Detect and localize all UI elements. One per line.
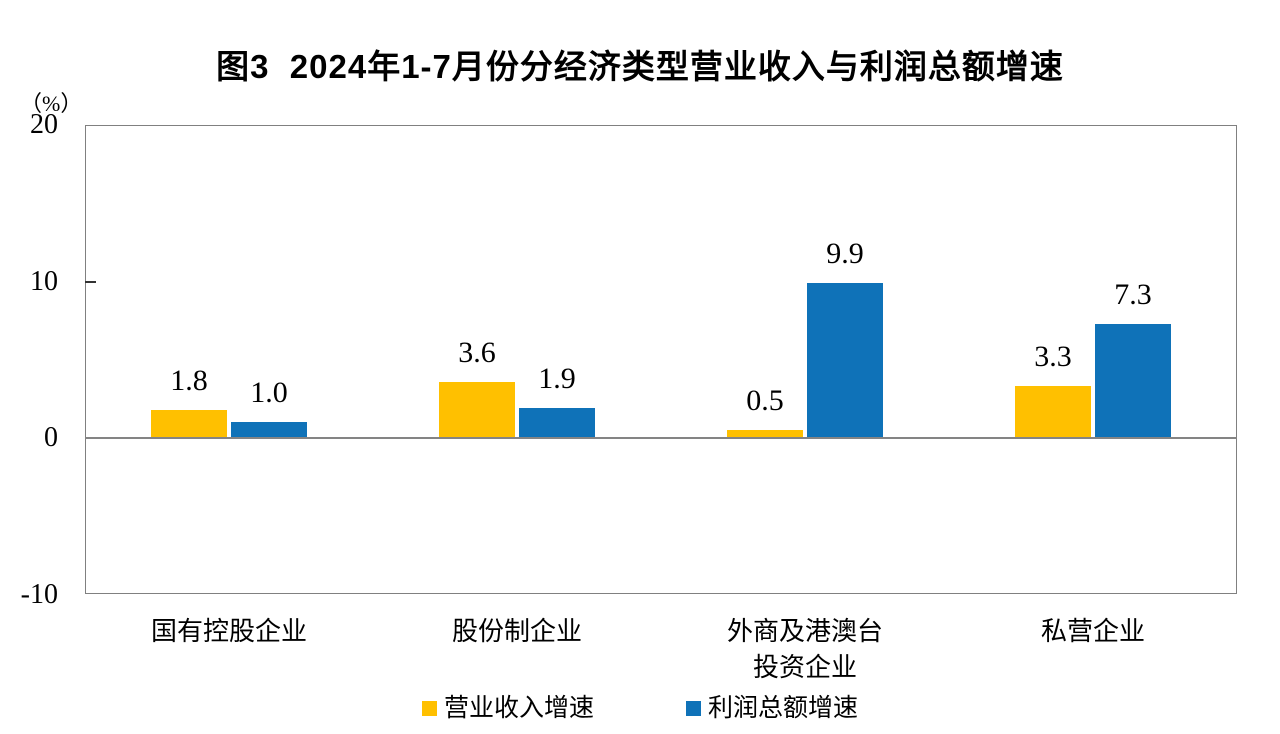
bar-value-label-revenue-growth: 3.3: [1034, 340, 1072, 374]
y-axis-unit-label: （%）: [20, 91, 83, 116]
bar-profit-growth: [231, 422, 307, 438]
x-category-label: 国有控股企业: [150, 617, 307, 646]
bar-profit-growth: [807, 283, 883, 438]
bar-value-label-profit-growth: 1.9: [538, 362, 576, 396]
bar-profit-growth: [519, 408, 595, 438]
plot-area: [85, 125, 1237, 594]
bar-value-label-profit-growth: 9.9: [826, 237, 864, 271]
y-tick-mark: [85, 280, 96, 283]
legend-swatch-revenue-growth: [421, 701, 437, 716]
legend-item-revenue-growth: 营业收入增速: [421, 695, 594, 722]
legend: 营业收入增速 利润总额增速: [0, 696, 1280, 721]
x-category-label: 股份制企业: [451, 617, 582, 646]
y-tick-label: 20: [30, 109, 58, 140]
bar-revenue-growth: [727, 430, 803, 438]
y-tick-label: 10: [30, 265, 58, 297]
chart-title: 图3 2024年1-7月份分经济类型营业收入与利润总额增速: [216, 48, 1064, 85]
bar-value-label-revenue-growth: 1.8: [170, 363, 208, 397]
y-tick-label: -10: [20, 578, 58, 610]
bar-revenue-growth: [439, 381, 515, 438]
y-tick-label: 0: [44, 422, 58, 453]
x-category-label: 私营企业: [1040, 617, 1145, 646]
legend-label-profit-growth: 利润总额增速: [708, 695, 859, 722]
bar-value-label-revenue-growth: 0.5: [746, 384, 784, 418]
bar-revenue-growth: [151, 409, 227, 438]
bar-revenue-growth: [1015, 386, 1091, 438]
legend-label-revenue-growth: 营业收入增速: [443, 695, 594, 722]
zero-axis-line: [85, 437, 1237, 439]
bar-profit-growth: [1095, 323, 1171, 438]
bar-value-label-profit-growth: 1.0: [250, 376, 288, 410]
legend-swatch-profit-growth: [686, 701, 701, 716]
bar-value-label-revenue-growth: 3.6: [458, 335, 496, 369]
bar-value-label-profit-growth: 7.3: [1114, 277, 1152, 311]
x-category-label: 外商及港澳台 投资企业: [726, 617, 883, 682]
legend-item-profit-growth: 利润总额增速: [686, 696, 858, 721]
